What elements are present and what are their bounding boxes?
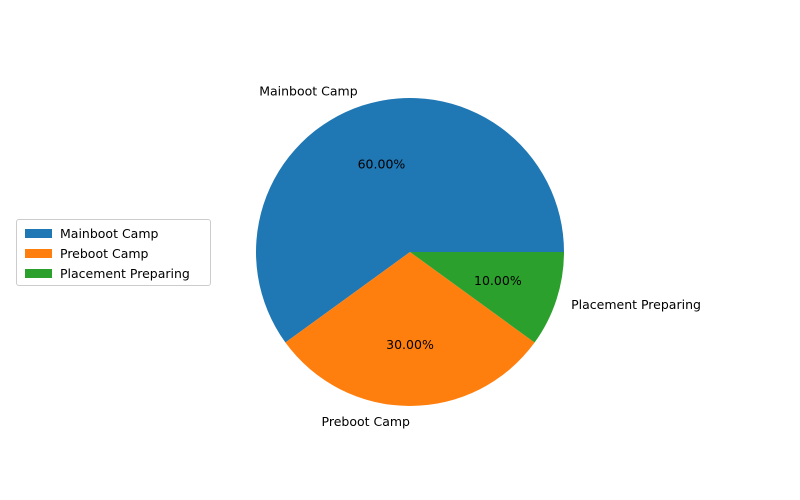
legend-item-placement-preparing: Placement Preparing <box>25 263 210 283</box>
legend-item-preboot-camp: Preboot Camp <box>25 243 210 263</box>
legend-item-mainboot-camp: Mainboot Camp <box>25 223 210 243</box>
legend-swatch <box>25 268 52 278</box>
percent-label-preboot-camp: 30.00% <box>386 337 434 352</box>
legend-swatch <box>25 228 52 238</box>
slice-label-placement-preparing: Placement Preparing <box>571 297 701 312</box>
percent-label-mainboot-camp: 60.00% <box>358 157 406 172</box>
legend-label: Preboot Camp <box>60 245 149 261</box>
pie-slices <box>255 97 564 406</box>
pie-slice-mainboot-camp <box>255 97 564 343</box>
chart-legend: Mainboot Camp Preboot Camp Placement Pre… <box>16 219 211 286</box>
legend-swatch <box>25 248 52 258</box>
pie-slice-placement-preparing <box>410 252 564 343</box>
legend-label: Placement Preparing <box>60 265 190 281</box>
slice-label-mainboot-camp: Mainboot Camp <box>259 83 358 98</box>
pie-labels: 60.00% Mainboot Camp 30.00% Preboot Camp 10.… <box>259 83 701 429</box>
legend-label: Mainboot Camp <box>60 225 159 241</box>
pie-slice-preboot-camp <box>285 252 535 406</box>
slice-label-preboot-camp: Preboot Camp <box>322 414 411 429</box>
percent-label-placement-preparing: 10.00% <box>474 273 522 288</box>
